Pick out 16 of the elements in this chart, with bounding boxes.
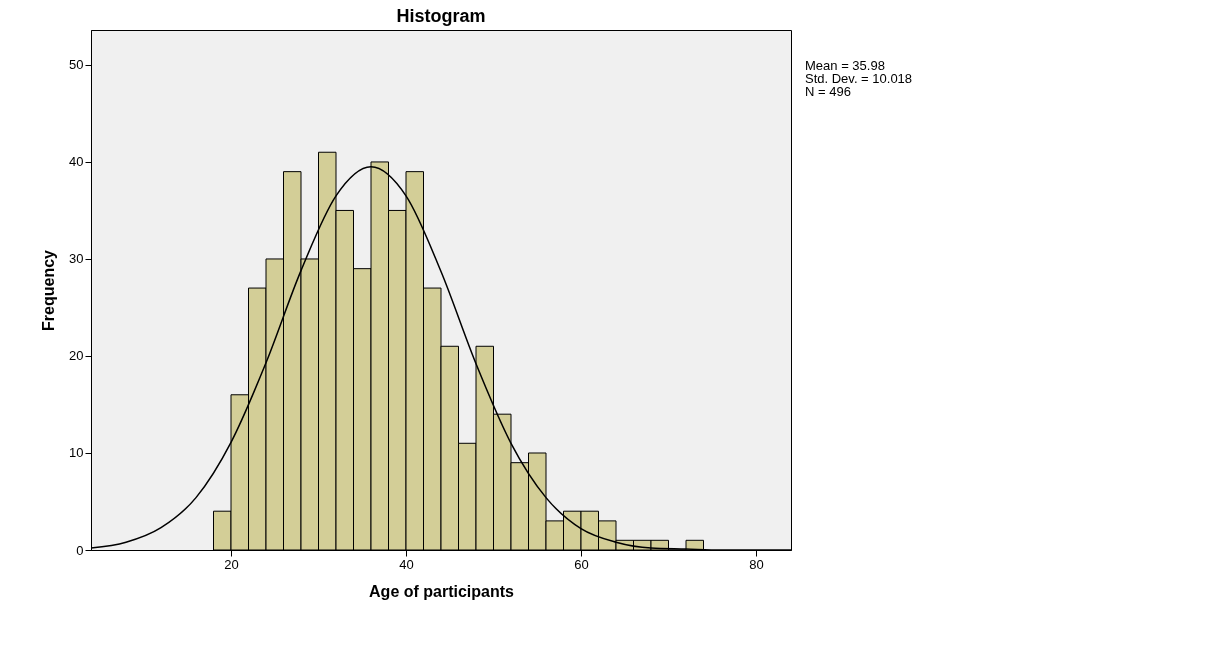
text: N = 496 <box>805 84 851 99</box>
text: Mean = 35.98 <box>805 58 885 73</box>
y-tick-label: 30 <box>69 251 84 267</box>
x-tick-label: 20 <box>224 556 239 572</box>
x-axis-title: Age of participants <box>369 582 515 600</box>
y-tick-label: 0 <box>76 542 84 558</box>
y-tick-label: 20 <box>69 348 84 364</box>
x-tick-label: 80 <box>749 556 764 572</box>
x-tick-label: 60 <box>574 556 589 572</box>
y-tick-label: 40 <box>69 154 84 170</box>
chart-title: Histogram <box>396 6 486 26</box>
x-tick-label: 40 <box>399 556 414 572</box>
text: Std. Dev. = 10.018 <box>805 71 913 86</box>
y-tick-label: 10 <box>69 445 84 461</box>
y-axis-title: Frequency <box>40 249 58 331</box>
y-tick-label: 50 <box>69 57 84 73</box>
